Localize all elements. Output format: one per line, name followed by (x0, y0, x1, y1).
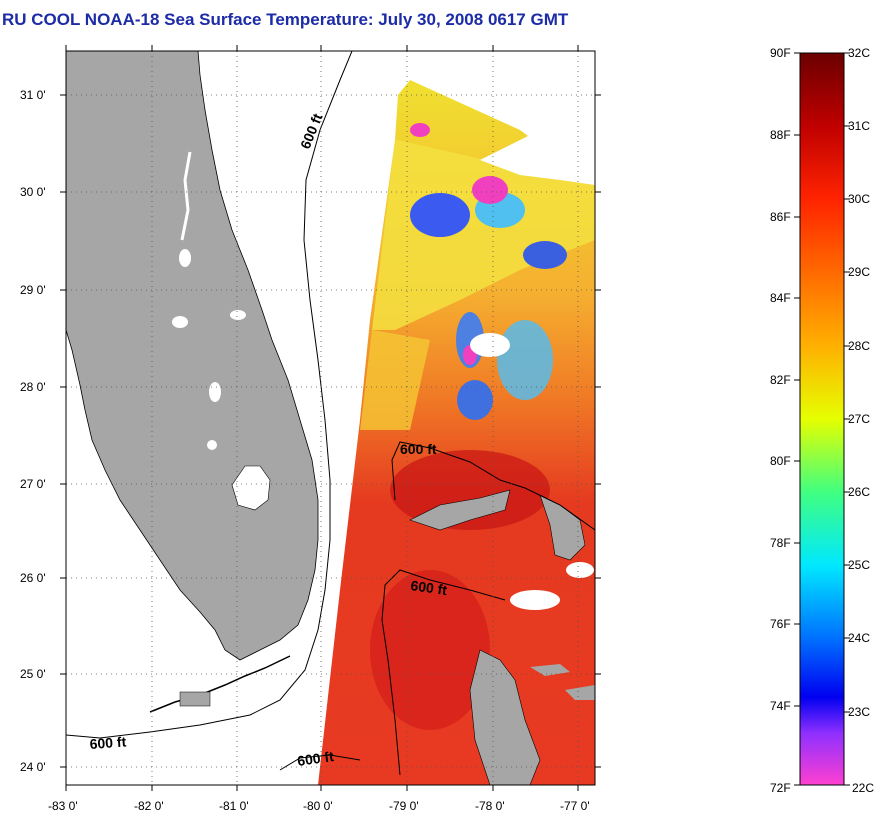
cool-water-band (372, 140, 595, 330)
colorbar-f-label: 78F (770, 536, 791, 550)
contour-label: 600 ft (410, 577, 449, 598)
lake-okeechobee (231, 465, 271, 511)
colorbar-f-label: 82F (770, 373, 791, 387)
colorbar-c-label: 31C (848, 119, 870, 133)
map-frame (65, 50, 596, 786)
magenta-patch (472, 176, 508, 204)
contour-label: 600 ft (400, 441, 437, 457)
colorbar-c-label: 29C (848, 265, 870, 279)
inland-lake (209, 382, 221, 402)
inland-lake (207, 440, 217, 450)
lon-label: -81 0' (219, 799, 249, 813)
cloud-gap (510, 590, 560, 610)
contour-600ft-bahamas-south (381, 569, 506, 776)
cold-patch (457, 380, 493, 420)
colorbar-c-label: 22C (852, 781, 874, 795)
colorbar-f-ticks (794, 52, 800, 786)
lon-label: -79 0' (389, 799, 419, 813)
colorbar-c-label: 27C (848, 412, 870, 426)
bahamas-grand-bahama (409, 489, 511, 531)
cloud-gap (566, 562, 594, 578)
colorbar-c-label: 24C (848, 631, 870, 645)
colorbar-f-label: 76F (770, 617, 791, 631)
contour-600ft-bahamas (391, 441, 595, 531)
cold-patch (410, 193, 470, 237)
colorbar-c-label: 26C (848, 485, 870, 499)
cloud-gap (480, 130, 595, 185)
inland-lake (172, 316, 188, 328)
colorbar-f-label: 72F (770, 781, 791, 795)
contour-600ft-keys (279, 754, 361, 771)
cold-patch (523, 241, 567, 269)
map-title: RU COOL NOAA-18 Sea Surface Temperature:… (2, 10, 569, 29)
inland-lake (230, 310, 246, 320)
colorbar-f-label: 88F (770, 128, 791, 142)
inland-lake (179, 249, 191, 267)
colorbar-c-label: 28C (848, 339, 870, 353)
lat-label: 28 0' (20, 380, 46, 394)
lat-label: 31 0' (20, 88, 46, 102)
contour-label: 600 ft (89, 733, 127, 752)
lon-label: -80 0' (303, 799, 333, 813)
colorbar-f-label: 90F (770, 46, 791, 60)
keys-cluster (179, 691, 211, 707)
lat-label: 26 0' (20, 571, 46, 585)
colorbar-c-label: 30C (848, 192, 870, 206)
lon-label: -83 0' (48, 799, 78, 813)
colorbar-c-label: 23C (848, 705, 870, 719)
lat-label: 24 0' (20, 760, 46, 774)
colorbar-f-label: 74F (770, 699, 791, 713)
lon-label: -82 0' (134, 799, 164, 813)
bahamas-islet (530, 664, 570, 676)
st-johns-river (180, 151, 192, 241)
grid-lines (66, 51, 595, 785)
lat-label: 25 0' (20, 667, 46, 681)
cool-water-strip (360, 330, 430, 430)
lat-label: 30 0' (20, 185, 46, 199)
contour-600ft-florida (66, 51, 353, 739)
colorbar-c-label: 32C (848, 46, 870, 60)
bahamas-islet (565, 685, 595, 700)
colorbar-gradient (799, 52, 845, 786)
contour-label: 600 ft (296, 748, 335, 769)
lat-label: 27 0' (20, 477, 46, 491)
colorbar-c-ticks (844, 52, 850, 786)
bahamas-andros (469, 649, 541, 785)
cold-patch (497, 320, 553, 400)
colorbar-f-label: 86F (770, 210, 791, 224)
lon-label: -77 0' (560, 799, 590, 813)
florida-keys (149, 655, 291, 713)
magenta-patch (410, 123, 430, 137)
colorbar-f-label: 84F (770, 291, 791, 305)
cloud-gap (470, 333, 510, 357)
lon-label: -78 0' (475, 799, 505, 813)
colorbar-f-label: 80F (770, 454, 791, 468)
colorbar-c-label: 25C (848, 558, 870, 572)
lat-label: 29 0' (20, 283, 46, 297)
warm-core (370, 570, 490, 730)
frame-ticks (60, 45, 601, 791)
